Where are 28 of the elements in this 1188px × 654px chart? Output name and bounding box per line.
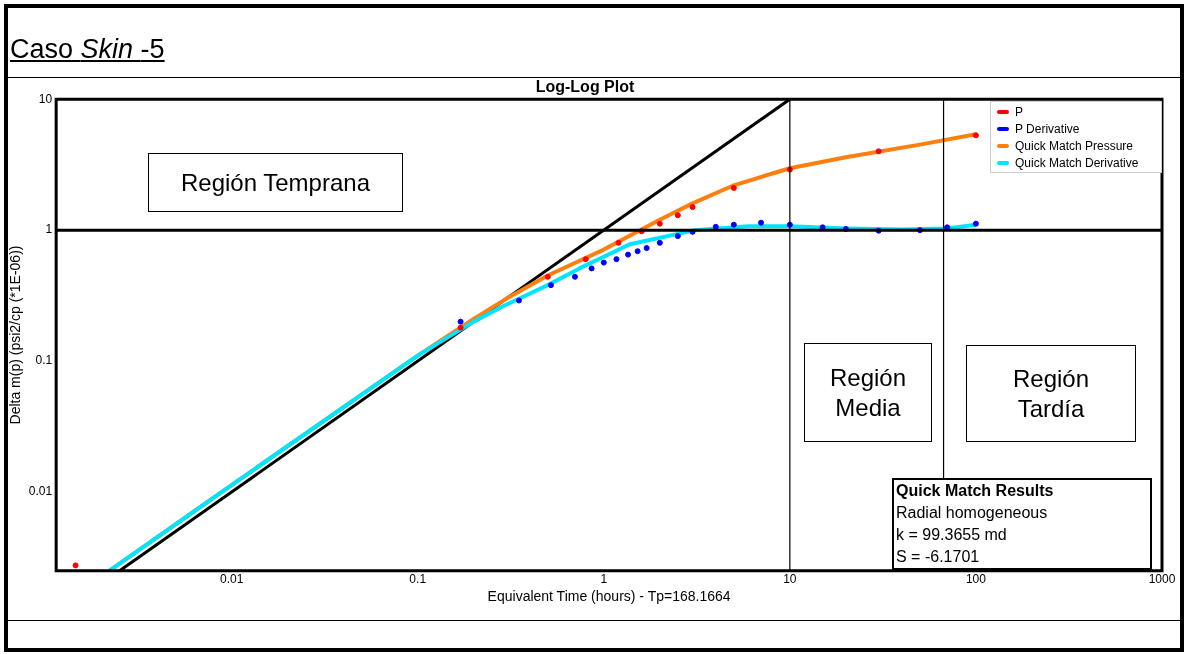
- legend-label: Quick Match Pressure: [1015, 138, 1134, 153]
- chart-title: Log-Log Plot: [535, 78, 635, 96]
- annotation: Región Temprana: [180, 167, 371, 198]
- annotation: Radial homogeneous: [896, 504, 1049, 523]
- x-tick-label: 0.01: [219, 572, 244, 587]
- annotation: Quick Match Results: [896, 482, 1055, 501]
- text: Caso Skin -5: [10, 34, 165, 64]
- legend-label: Quick Match Derivative: [1015, 155, 1139, 170]
- y-tick-label: 0.01: [28, 484, 53, 499]
- annotation: Región Tardía: [1011, 363, 1091, 424]
- text-box: Región Temprana: [148, 153, 403, 212]
- y-tick-label: 0.1: [35, 353, 53, 368]
- y-tick-label: 1: [45, 222, 53, 237]
- x-tick-label: 10: [783, 572, 797, 587]
- legend-label: P: [1015, 104, 1024, 119]
- annotation: k = 99.3655 md: [896, 526, 1008, 545]
- x-tick-label: 100: [965, 572, 987, 587]
- text-box: Región Media: [804, 343, 932, 442]
- x-axis-title: Equivalent Time (hours) - Tp=168.1664: [487, 588, 731, 605]
- x-tick-label: 0.1: [409, 572, 427, 587]
- legend-label: P Derivative: [1015, 121, 1080, 136]
- y-tick-label: 10: [38, 91, 53, 106]
- annotation: Región Media: [828, 362, 908, 423]
- y-axis-title: Delta m(p) (psi2/cp (*1E-06)): [7, 245, 24, 425]
- text-box: Región Tardía: [966, 345, 1136, 442]
- annotation: S = -6.1701: [896, 548, 981, 567]
- x-tick-label: 1000: [1148, 572, 1176, 587]
- x-tick-label: 1: [600, 572, 608, 587]
